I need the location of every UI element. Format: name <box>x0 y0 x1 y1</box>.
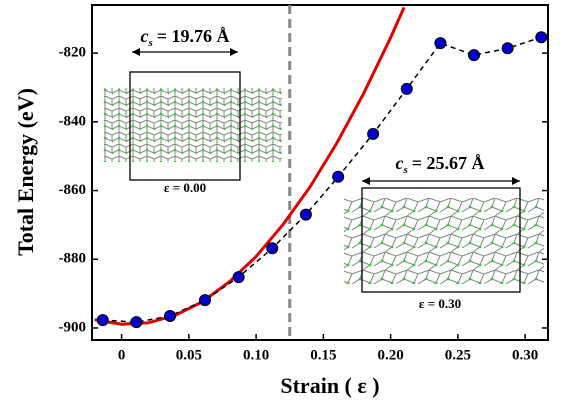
data-point <box>130 316 143 329</box>
fit-curve <box>94 6 406 326</box>
y-tick-label: -840 <box>59 113 87 129</box>
symbol: c <box>140 26 148 46</box>
data-point <box>266 242 279 255</box>
inset-frame <box>361 187 521 293</box>
data-point <box>332 170 345 183</box>
y-tick-label: -860 <box>59 182 87 198</box>
value: = 19.76 Å <box>157 26 230 46</box>
x-tick-label: 0.20 <box>377 347 403 363</box>
subscript: s <box>147 37 152 49</box>
data-point <box>501 42 514 55</box>
strain-label: ε = 0.30 <box>419 296 461 311</box>
plot-frame <box>91 4 549 341</box>
x-tick-label: 0.25 <box>445 347 471 363</box>
data-point <box>96 314 109 327</box>
lattice-image <box>104 88 282 162</box>
inset-2: cs = 25.67 Å ε = 0.30 <box>344 153 544 311</box>
data-point <box>400 82 413 95</box>
inset-frame <box>129 71 241 181</box>
x-tick-label: 0.05 <box>176 347 202 363</box>
data-point <box>299 208 312 221</box>
lattice-image <box>344 198 544 284</box>
strain-label: ε = 0.00 <box>164 180 206 195</box>
x-tick-label: 0 <box>118 347 126 363</box>
data-point <box>198 294 211 307</box>
y-tick-label: -880 <box>59 251 87 267</box>
x-tick-label: 0.15 <box>310 347 336 363</box>
inset-label: cs = 25.67 Å <box>395 153 484 175</box>
data-point <box>232 271 245 284</box>
data-point <box>468 49 481 62</box>
inset-label: cs = 19.76 Å <box>140 26 229 48</box>
value: = 25.67 Å <box>412 153 485 173</box>
data-point <box>535 31 548 44</box>
x-tick-label: 0.30 <box>512 347 538 363</box>
data-point <box>434 37 447 50</box>
symbol: c <box>395 153 403 173</box>
data-point <box>367 127 380 140</box>
y-tick-label: -900 <box>59 319 87 335</box>
x-tick-label: 0.10 <box>243 347 269 363</box>
plot-area <box>94 6 548 329</box>
subscript: s <box>402 164 407 176</box>
inset-1: cs = 19.76 Å ε = 0.00 <box>104 26 282 195</box>
x-axis-label: Strain ( ε ) <box>280 373 379 398</box>
y-axis-label: Total Energy (eV) <box>13 88 38 256</box>
data-point <box>164 309 177 322</box>
y-tick-label: -820 <box>59 45 87 61</box>
